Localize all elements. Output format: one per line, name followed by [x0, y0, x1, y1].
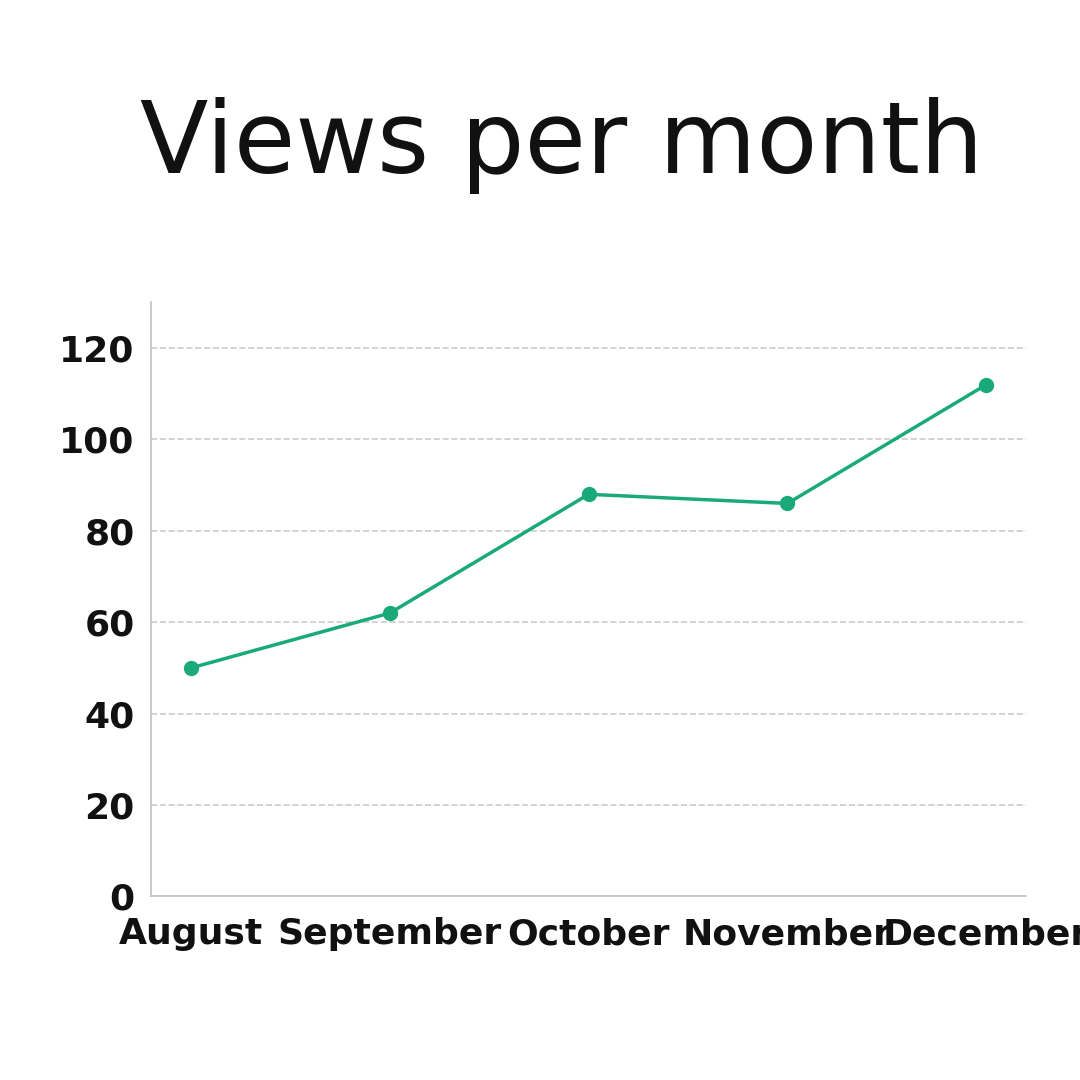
Text: Views per month: Views per month: [140, 97, 984, 194]
